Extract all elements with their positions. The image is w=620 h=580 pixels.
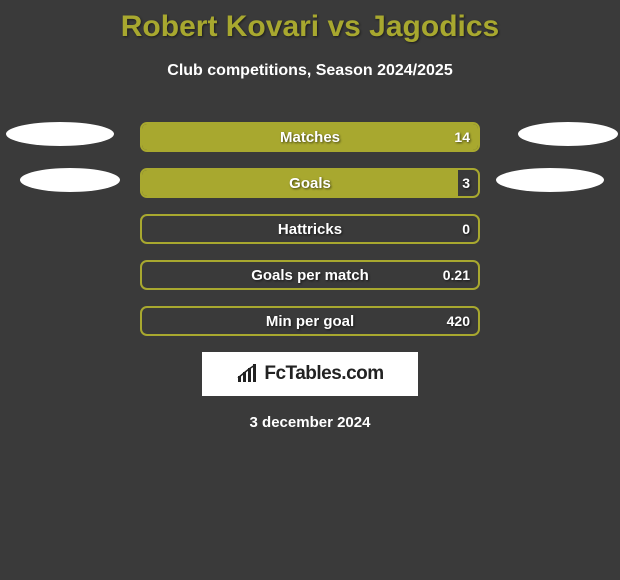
bar-outer bbox=[140, 214, 480, 244]
bar-outer bbox=[140, 168, 480, 198]
source-logo: FcTables.com bbox=[202, 352, 418, 396]
bar-fill bbox=[142, 170, 458, 196]
page-subtitle: Club competitions, Season 2024/2025 bbox=[0, 62, 620, 80]
stats-chart: Matches 14 Goals 3 Hattricks 0 Goals per… bbox=[0, 122, 620, 336]
bar-outer bbox=[140, 260, 480, 290]
bar-outer bbox=[140, 122, 480, 152]
logo-text: FcTables.com bbox=[264, 363, 383, 385]
stat-row-min-per-goal: Min per goal 420 bbox=[0, 306, 620, 336]
stat-row-goals: Goals 3 bbox=[0, 168, 620, 198]
bar-chart-icon bbox=[236, 364, 260, 384]
bar-outer bbox=[140, 306, 480, 336]
stat-row-goals-per-match: Goals per match 0.21 bbox=[0, 260, 620, 290]
bar-fill bbox=[142, 124, 478, 150]
stat-row-hattricks: Hattricks 0 bbox=[0, 214, 620, 244]
stat-row-matches: Matches 14 bbox=[0, 122, 620, 152]
page-title: Robert Kovari vs Jagodics bbox=[0, 0, 620, 44]
date-label: 3 december 2024 bbox=[0, 414, 620, 431]
